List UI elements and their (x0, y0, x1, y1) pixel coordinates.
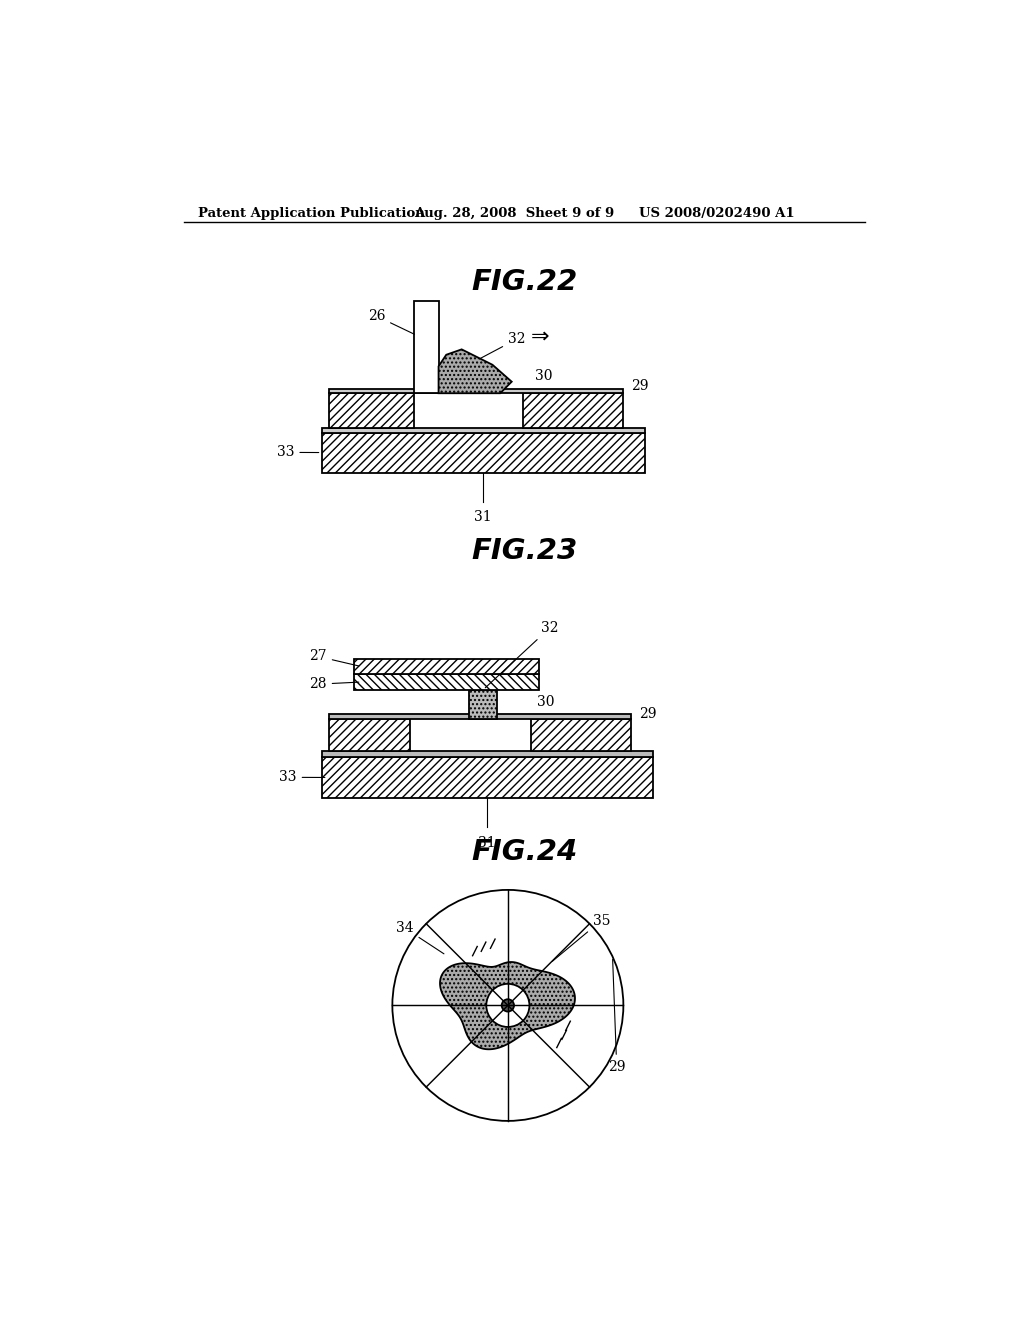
Bar (531, 719, 631, 751)
Text: 31: 31 (478, 836, 496, 850)
Bar (322, 758, 652, 797)
Text: 30: 30 (538, 696, 555, 709)
Bar (330, 719, 410, 751)
Bar (523, 393, 624, 428)
Text: 26: 26 (368, 309, 415, 334)
Text: 33: 33 (280, 771, 325, 784)
Bar (330, 393, 414, 428)
Bar (330, 714, 631, 719)
Bar (322, 433, 645, 473)
Bar (469, 689, 497, 719)
Text: 30: 30 (535, 368, 552, 383)
Bar (531, 719, 631, 751)
Bar (469, 689, 497, 719)
Text: 34: 34 (396, 921, 444, 954)
Bar (330, 388, 624, 393)
Circle shape (502, 999, 514, 1011)
Text: 29: 29 (608, 960, 626, 1074)
Bar (322, 751, 652, 758)
Text: 27: 27 (309, 649, 358, 667)
Text: Aug. 28, 2008  Sheet 9 of 9: Aug. 28, 2008 Sheet 9 of 9 (414, 207, 614, 220)
Bar (322, 433, 645, 473)
Bar (414, 301, 438, 393)
Bar (322, 758, 652, 797)
Bar (354, 675, 539, 689)
Text: FIG.24: FIG.24 (472, 838, 578, 866)
Bar (523, 393, 624, 428)
Polygon shape (438, 350, 512, 393)
Bar (330, 393, 414, 428)
Text: 32: 32 (479, 333, 525, 359)
Text: 28: 28 (309, 677, 358, 692)
Text: Patent Application Publication: Patent Application Publication (199, 207, 425, 220)
Text: US 2008/0202490 A1: US 2008/0202490 A1 (639, 207, 795, 220)
Text: 29: 29 (639, 708, 656, 721)
Bar (322, 428, 645, 433)
Text: 33: 33 (276, 445, 318, 459)
Text: ⇒: ⇒ (531, 327, 550, 347)
Text: 29: 29 (631, 379, 648, 393)
Bar (354, 675, 539, 689)
Bar (354, 659, 539, 675)
Polygon shape (440, 962, 575, 1049)
Bar (354, 659, 539, 675)
Text: FIG.23: FIG.23 (472, 537, 578, 565)
Text: 31: 31 (474, 510, 493, 524)
Bar (330, 719, 410, 751)
Circle shape (486, 983, 529, 1027)
Circle shape (392, 890, 624, 1121)
Text: 35: 35 (552, 913, 610, 961)
Text: FIG.22: FIG.22 (472, 268, 578, 296)
Text: 32: 32 (485, 620, 558, 688)
